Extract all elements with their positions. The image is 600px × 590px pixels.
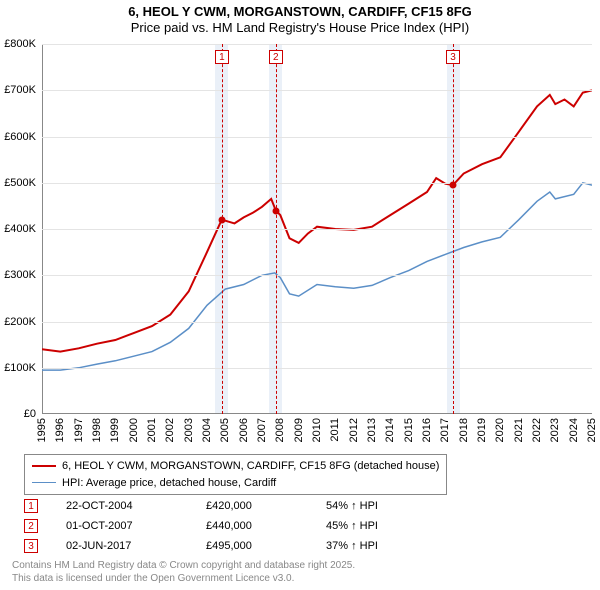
x-tick-label: 2024 [568,418,580,442]
gridline [42,137,592,138]
event-dot [450,182,457,189]
legend-item: HPI: Average price, detached house, Card… [32,475,439,492]
x-tick-label: 1998 [91,418,103,442]
title-line-1: 6, HEOL Y CWM, MORGANSTOWN, CARDIFF, CF1… [0,4,600,20]
x-tick-label: 2015 [403,418,415,442]
series-line [42,183,592,370]
x-tick-label: 2007 [256,418,268,442]
series-line [42,90,592,351]
event-pct: 54% ↑ HPI [326,500,378,512]
legend-label: HPI: Average price, detached house, Card… [62,475,276,492]
chart-container: 6, HEOL Y CWM, MORGANSTOWN, CARDIFF, CF1… [0,0,600,590]
event-price: £440,000 [206,520,326,532]
y-tick-label: £100K [0,362,36,374]
x-tick-label: 2009 [293,418,305,442]
y-tick-label: £300K [0,269,36,281]
event-date: 22-OCT-2004 [66,500,206,512]
y-tick-label: £700K [0,84,36,96]
x-tick-label: 1999 [109,418,121,442]
event-marker-line [222,44,223,414]
footer-line-2: This data is licensed under the Open Gov… [12,573,355,586]
x-tick-label: 2012 [348,418,360,442]
x-tick-label: 2014 [384,418,396,442]
x-tick-label: 2017 [439,418,451,442]
event-marker-badge: 1 [215,50,229,64]
gridline [42,322,592,323]
x-tick-label: 1996 [54,418,66,442]
footer: Contains HM Land Registry data © Crown c… [12,560,355,585]
legend-label: 6, HEOL Y CWM, MORGANSTOWN, CARDIFF, CF1… [62,458,439,475]
x-tick-label: 2020 [494,418,506,442]
legend-swatch [32,482,56,483]
event-marker-badge: 3 [446,50,460,64]
gridline [42,44,592,45]
y-tick-label: £0 [0,408,36,420]
event-marker-badge: 2 [269,50,283,64]
y-tick-label: £800K [0,38,36,50]
legend-swatch [32,465,56,467]
event-date: 02-JUN-2017 [66,540,206,552]
event-row-badge: 2 [24,519,38,533]
x-tick-label: 2008 [274,418,286,442]
x-tick-label: 1995 [36,418,48,442]
legend-item: 6, HEOL Y CWM, MORGANSTOWN, CARDIFF, CF1… [32,458,439,475]
event-price: £420,000 [206,500,326,512]
x-tick-label: 2006 [238,418,250,442]
x-tick-label: 2016 [421,418,433,442]
event-row: 2 01-OCT-2007£440,00045% ↑ HPI [24,516,378,536]
event-row: 3 02-JUN-2017£495,00037% ↑ HPI [24,536,378,556]
x-tick-label: 2010 [311,418,323,442]
gridline [42,229,592,230]
x-tick-label: 2001 [146,418,158,442]
event-marker-line [276,44,277,414]
x-tick-label: 1997 [73,418,85,442]
y-tick-label: £400K [0,223,36,235]
event-dot [272,207,279,214]
event-pct: 37% ↑ HPI [326,540,378,552]
x-tick-label: 2013 [366,418,378,442]
event-price: £495,000 [206,540,326,552]
gridline [42,90,592,91]
event-row: 1 22-OCT-2004£420,00054% ↑ HPI [24,496,378,516]
x-tick-label: 2023 [549,418,561,442]
y-tick-label: £200K [0,316,36,328]
event-row-badge: 1 [24,499,38,513]
gridline [42,368,592,369]
x-tick-label: 2005 [219,418,231,442]
event-row-badge: 3 [24,539,38,553]
x-tick-label: 2021 [513,418,525,442]
title-line-2: Price paid vs. HM Land Registry's House … [0,20,600,36]
title-block: 6, HEOL Y CWM, MORGANSTOWN, CARDIFF, CF1… [0,0,600,37]
x-tick-label: 2004 [201,418,213,442]
y-tick-label: £600K [0,131,36,143]
x-tick-label: 2002 [164,418,176,442]
x-tick-label: 2000 [128,418,140,442]
event-pct: 45% ↑ HPI [326,520,378,532]
gridline [42,275,592,276]
x-tick-label: 2025 [586,418,598,442]
footer-line-1: Contains HM Land Registry data © Crown c… [12,560,355,573]
gridline [42,183,592,184]
x-tick-label: 2018 [458,418,470,442]
chart-area: £0£100K£200K£300K£400K£500K£600K£700K£80… [42,44,592,414]
event-dot [218,216,225,223]
x-tick-label: 2011 [329,418,341,442]
y-tick-label: £500K [0,177,36,189]
x-tick-label: 2019 [476,418,488,442]
event-date: 01-OCT-2007 [66,520,206,532]
x-tick-label: 2022 [531,418,543,442]
x-tick-label: 2003 [183,418,195,442]
event-table: 1 22-OCT-2004£420,00054% ↑ HPI 2 01-OCT-200… [24,496,378,556]
event-marker-line [453,44,454,414]
legend: 6, HEOL Y CWM, MORGANSTOWN, CARDIFF, CF1… [24,454,447,495]
